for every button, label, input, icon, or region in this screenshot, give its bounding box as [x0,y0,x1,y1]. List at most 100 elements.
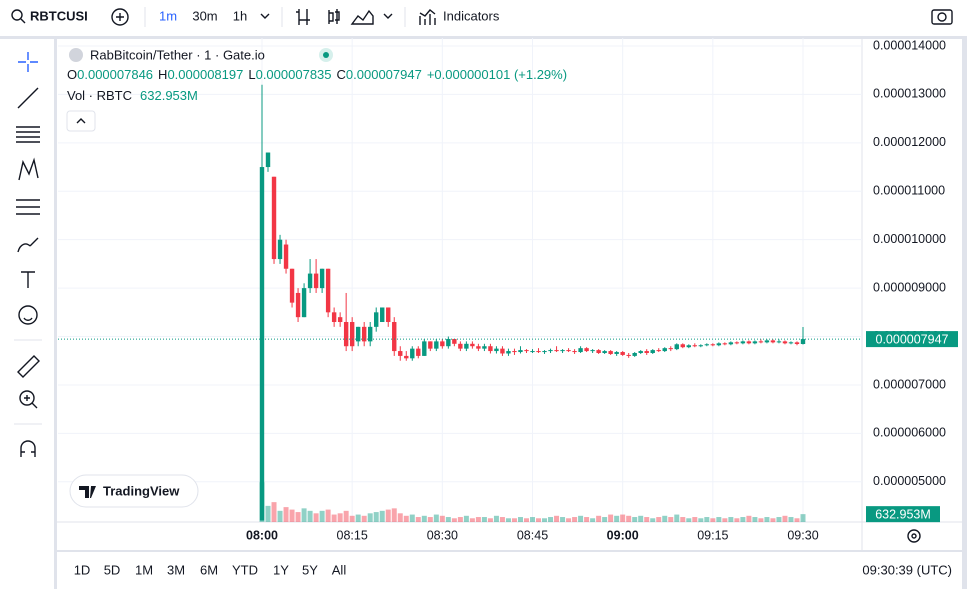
volume-bar [349,515,355,522]
indicators-icon[interactable] [419,9,436,25]
volume-bar [487,518,493,522]
candles-style-icon[interactable] [328,9,340,24]
candle-body [740,341,746,344]
candle-body [500,348,505,354]
candle-body [434,341,439,349]
candle-body [590,350,595,352]
range-button[interactable]: 1M [135,562,153,577]
candle-body [470,343,475,347]
volume-bar [373,512,379,522]
y-tick-label: 0.000010000 [873,232,946,246]
ohlc-prefix: L [248,67,255,82]
compare-button[interactable] [111,8,129,26]
candle-body [554,350,559,352]
volume-bar [710,518,716,522]
candle-body [380,307,385,323]
fib-tool[interactable] [16,126,40,143]
brush-tool[interactable] [17,237,39,253]
volume-bar [421,515,427,522]
volume-bar [758,518,764,522]
interval-button[interactable]: 1m [159,8,177,23]
candle-body [668,348,673,350]
volume-bar [415,517,421,522]
volume-bar [722,518,728,522]
volume-bar [481,517,487,522]
candle-body [428,341,433,349]
candle-body [355,326,361,342]
bars-style-icon[interactable] [296,9,310,25]
volume-legend: Vol · RBTC 632.953M [67,88,198,103]
screenshot-button[interactable] [931,9,953,25]
candle-body [710,344,716,346]
zoom-tool-detail [24,395,38,409]
candle-body [361,326,367,342]
ohlc-prefix: H [158,67,167,82]
candle-body [343,322,349,347]
interval-button[interactable]: 30m [192,8,217,23]
bottom-bar: 1D 5D 1M 3M 6M YTD 1Y 5Y All 09:30:39 (U… [74,562,952,577]
volume-bar [409,514,415,522]
last-price-badge [866,331,958,348]
volume-bar [343,510,349,522]
volume-bar [385,509,391,522]
text-tool[interactable] [21,271,35,288]
candle-body [542,351,547,353]
volume-bar [692,517,698,522]
magnet-tool[interactable] [20,440,36,457]
volume-bar [289,509,295,522]
crosshair-tool[interactable] [18,52,38,72]
volume-bar [572,517,578,522]
trend-line-tool[interactable] [17,87,39,109]
range-button[interactable]: 1D [74,562,91,577]
interval-dropdown[interactable] [260,13,270,19]
y-tick-label: 0.000011000 [873,184,945,198]
volume-bar [704,517,710,522]
volume-bar [740,517,746,522]
emoji-tool[interactable] [18,305,38,325]
interval-button[interactable]: 1h [233,8,247,23]
candle-body [620,352,625,355]
pattern-tool[interactable] [18,157,39,181]
zoom-tool[interactable] [19,390,35,406]
collapse-caret [76,118,86,124]
y-tick-label: 0.000007000 [873,377,946,391]
range-button[interactable]: 5Y [302,562,318,577]
volume-bar [764,517,770,522]
search-icon[interactable] [11,9,23,21]
candle-body [614,352,619,354]
candle-body [548,350,553,352]
x-tick-label: 08:00 [246,528,278,542]
forecast-tool[interactable] [16,199,40,215]
range-button[interactable]: 6M [200,562,218,577]
axis-settings[interactable] [907,529,921,543]
measure-tool[interactable] [17,355,40,378]
area-style-icon[interactable] [350,9,374,25]
range-button[interactable]: 5D [104,562,121,577]
volume-bar [608,514,614,522]
volume-bar [475,517,481,522]
plot-area: 0.000005000 0.000006000 0.000007000 0.00000… [58,38,958,542]
collapse-legend-button[interactable] [66,110,96,132]
indicators-button[interactable]: Indicators [443,8,500,23]
range-button[interactable]: YTD [232,562,258,577]
style-dropdown[interactable] [383,13,393,19]
range-button[interactable]: All [332,562,347,577]
range-button[interactable]: 1Y [273,562,289,577]
x-tick-label: 09:30 [787,528,818,542]
candle-body [674,344,679,350]
candle-body [404,355,409,359]
candle-body [692,345,697,347]
volume-bar [391,508,397,522]
chart-title: RabBitcoin/Tether · 1 · Gate.io [90,47,265,62]
volume-bar [800,514,806,522]
candle-body [632,352,637,356]
range-button[interactable]: 3M [167,562,185,577]
volume-bar [301,508,307,522]
symbol[interactable]: RBTCUSI [30,8,88,23]
candle-body [386,307,391,323]
candle-body [422,341,427,356]
candle-body [536,351,541,353]
candle-body [325,268,331,313]
volume-bar [367,513,373,522]
